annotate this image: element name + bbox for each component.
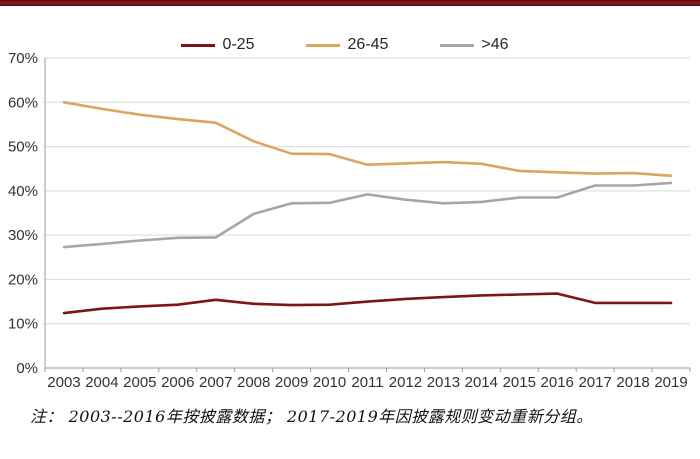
y-tick-label: 70%: [8, 50, 38, 67]
y-tick-label: 0%: [16, 360, 38, 377]
line-chart: 0% 10% 20% 30% 40% 50% 60% 70% 2003 2004 2005 2006 2…: [8, 50, 691, 391]
x-tick-label: 2004: [85, 374, 118, 391]
x-tick-label: 2011: [351, 374, 383, 391]
legend-swatch: [306, 43, 341, 47]
x-tick-label: 2019: [654, 374, 687, 391]
y-tick-label: 60%: [8, 94, 38, 111]
y-tick-label: 40%: [8, 183, 38, 200]
y-tick-label: 50%: [8, 139, 38, 156]
x-tick-label: 2009: [275, 374, 308, 391]
y-tick-label: 20%: [8, 271, 38, 288]
legend-item-46: >46: [440, 36, 509, 53]
x-tick-label: 2018: [616, 374, 649, 391]
chart-footnote: 注： 2003--2016年按披露数据； 2017-2019年因披露规则变动重新…: [30, 407, 593, 426]
legend-label: >46: [481, 36, 509, 53]
x-tick-label: 2008: [237, 374, 270, 391]
legend-swatch: [181, 43, 216, 47]
legend-label: 26-45: [347, 36, 389, 53]
x-tick-label: 2013: [427, 374, 460, 391]
line-series-46: [62, 181, 673, 249]
chart-legend: 0-25 26-45 >46: [0, 37, 690, 53]
x-tick-label: 2017: [578, 374, 611, 391]
x-tick-label: 2012: [389, 374, 422, 391]
x-tick-label: 2006: [161, 374, 194, 391]
x-tick-label: 2010: [313, 374, 346, 391]
top-accent-bar: [0, 0, 700, 6]
legend-item-2645: 26-45: [306, 37, 388, 53]
x-tick-label: 2015: [503, 374, 536, 391]
y-tick-label: 10%: [8, 316, 38, 333]
line-series-2645: [62, 101, 673, 178]
legend-item-025: 0-25: [181, 37, 254, 53]
x-tick-label: 2005: [123, 374, 156, 391]
x-tick-label: 2014: [465, 374, 498, 391]
y-tick-label: 30%: [8, 227, 38, 244]
x-tick-label: 2016: [541, 374, 574, 391]
line-series-025: [62, 292, 673, 315]
x-tick-label: 2007: [199, 374, 232, 391]
legend-swatch: [440, 43, 475, 47]
legend-label: 0-25: [222, 36, 255, 53]
x-tick-label: 2003: [47, 374, 80, 391]
